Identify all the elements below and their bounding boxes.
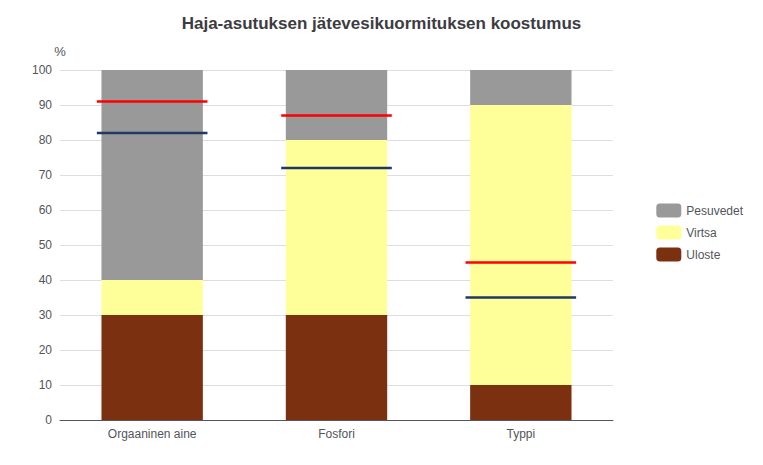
svg-text:Orgaaninen aine: Orgaaninen aine xyxy=(108,427,197,441)
svg-text:Typpi: Typpi xyxy=(506,427,535,441)
svg-text:10: 10 xyxy=(39,378,53,392)
svg-text:30: 30 xyxy=(39,308,53,322)
svg-text:100: 100 xyxy=(32,63,52,77)
svg-text:20: 20 xyxy=(39,343,53,357)
svg-text:60: 60 xyxy=(39,203,53,217)
svg-text:Haja-asutuksen jätevesikuormit: Haja-asutuksen jätevesikuormituksen koos… xyxy=(182,14,582,33)
svg-text:Fosfori: Fosfori xyxy=(318,427,355,441)
svg-text:50: 50 xyxy=(39,238,53,252)
svg-text:Uloste: Uloste xyxy=(686,248,720,262)
svg-text:40: 40 xyxy=(39,273,53,287)
svg-text:Virtsa: Virtsa xyxy=(686,226,717,240)
svg-text:80: 80 xyxy=(39,133,53,147)
svg-text:Pesuvedet: Pesuvedet xyxy=(686,204,743,218)
svg-text:90: 90 xyxy=(39,98,53,112)
svg-text:70: 70 xyxy=(39,168,53,182)
svg-text:%: % xyxy=(54,44,66,59)
svg-text:0: 0 xyxy=(45,413,52,427)
